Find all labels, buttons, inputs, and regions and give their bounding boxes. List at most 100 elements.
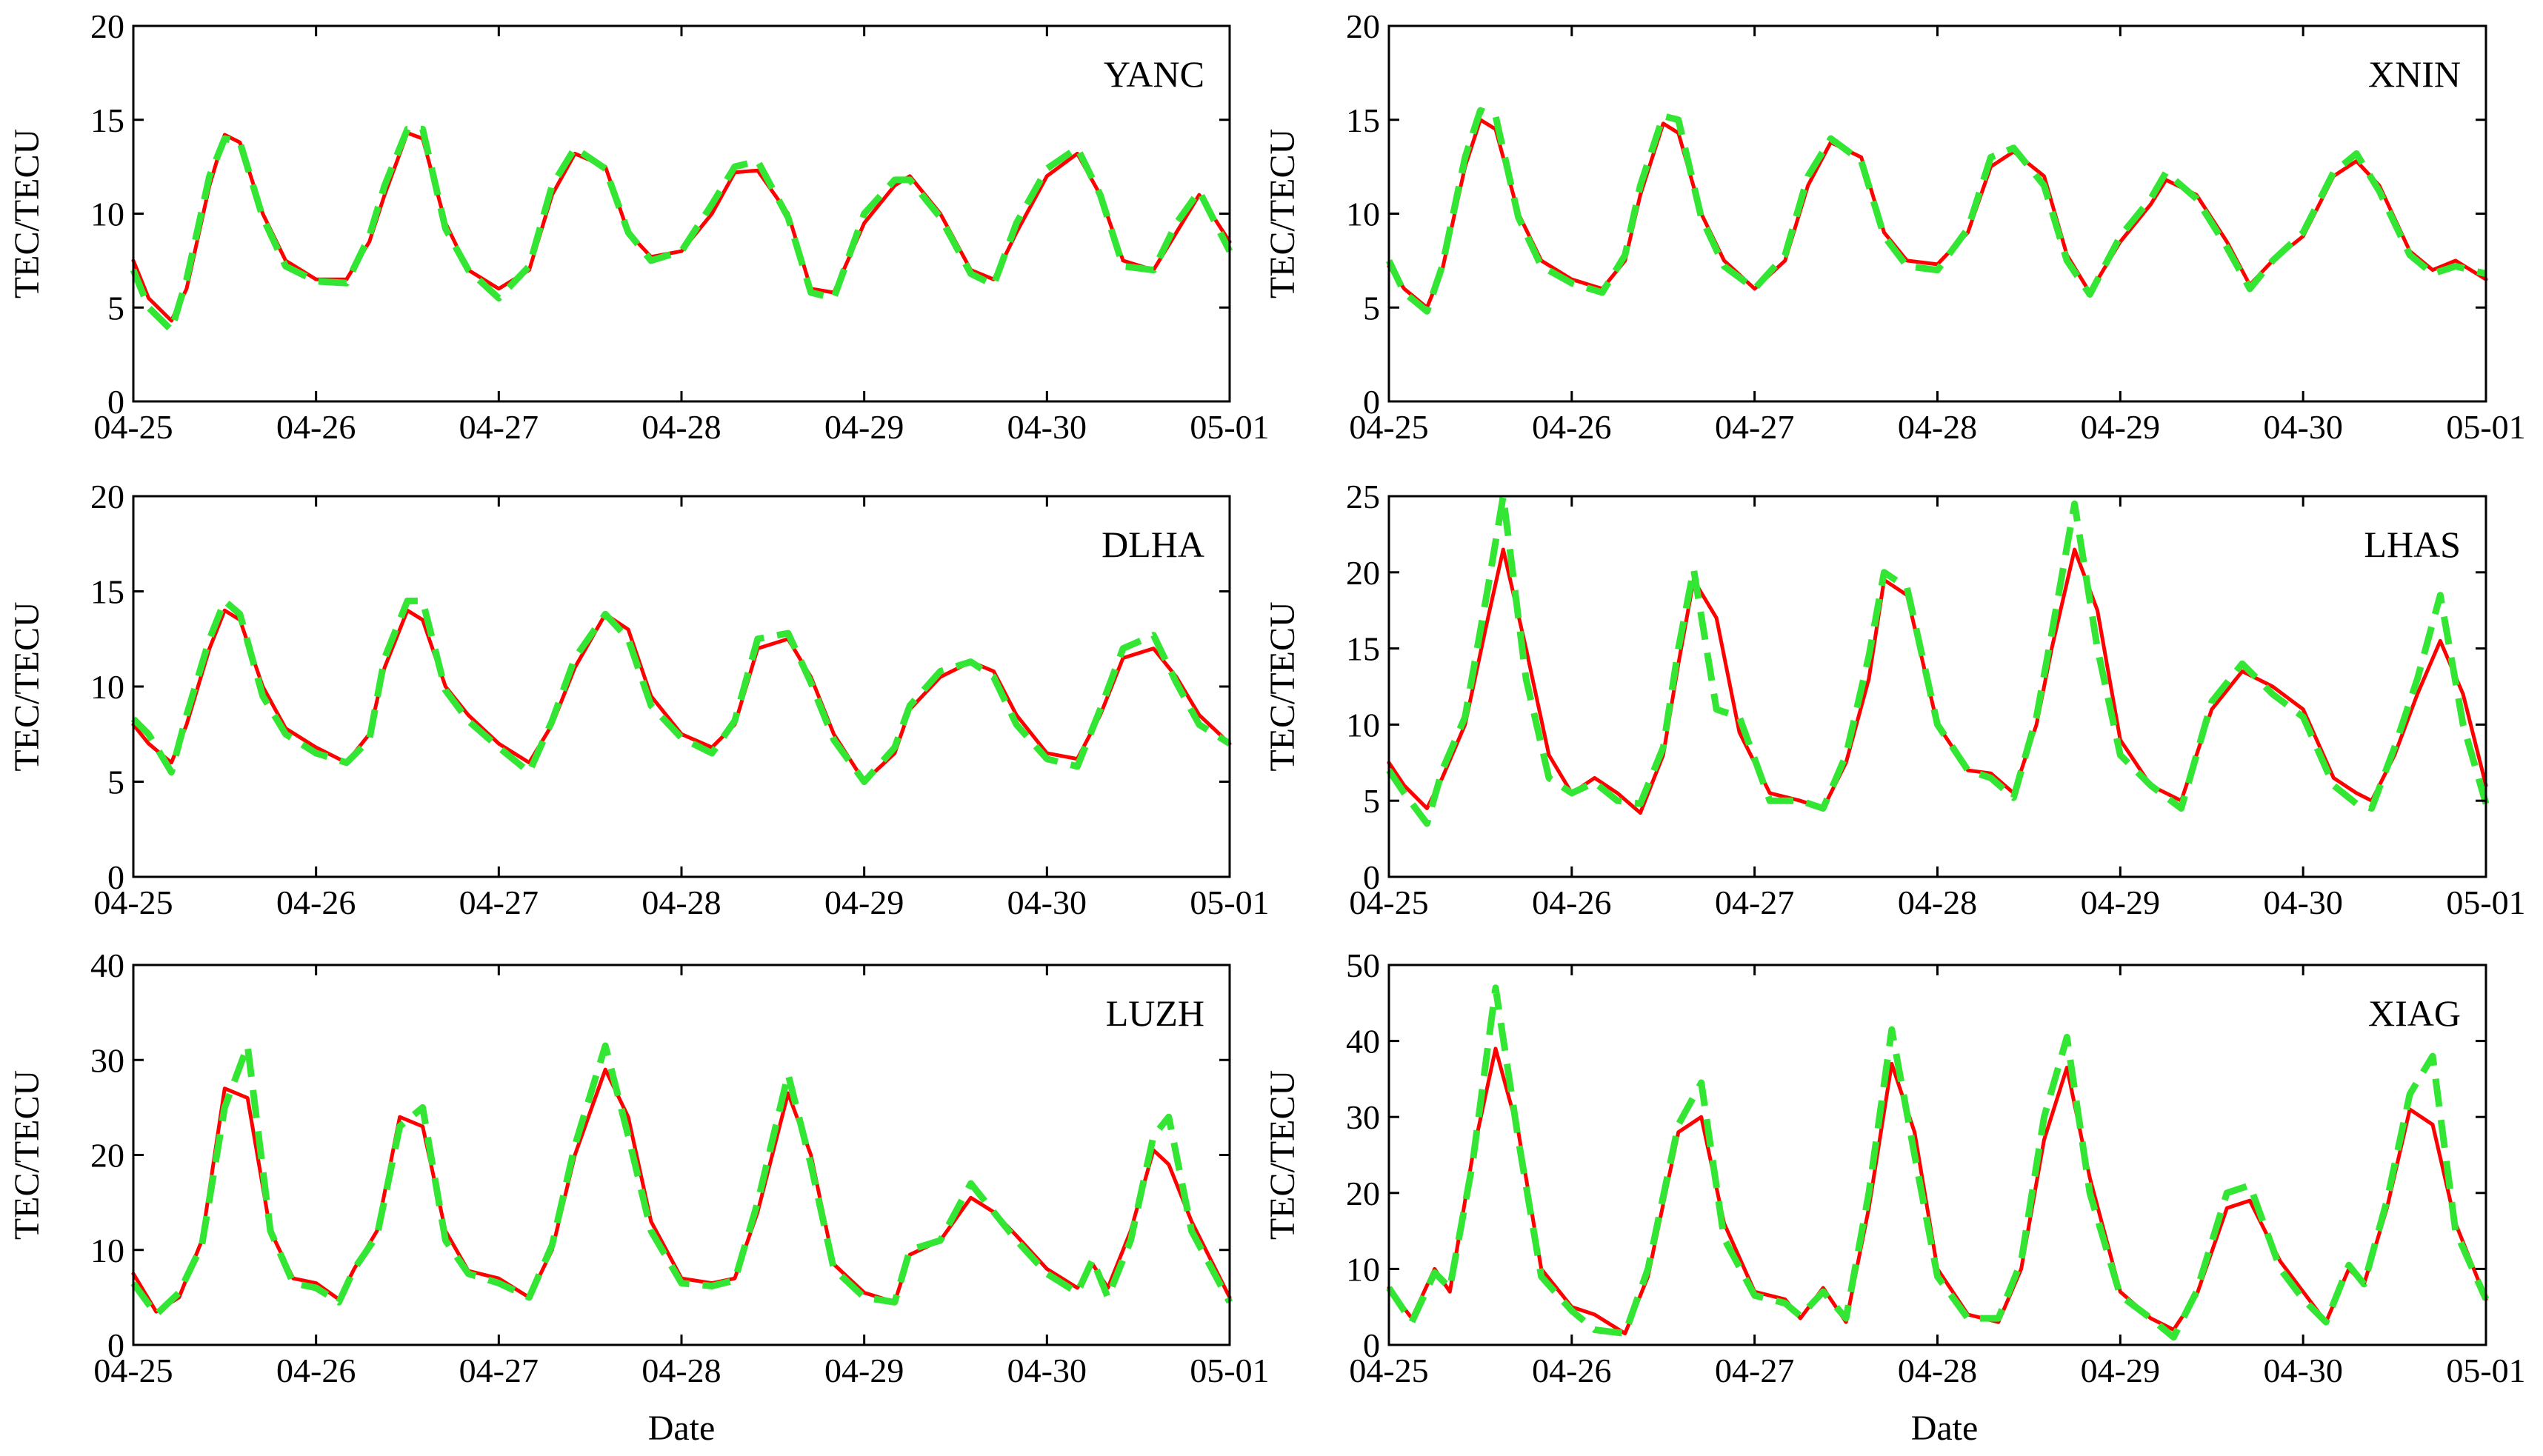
x-tick-label-yanc: 04-28 (641, 408, 721, 446)
x-tick-label-xnin: 04-25 (1349, 408, 1428, 446)
y-tick-label-dlha: 15 (90, 573, 124, 611)
y-tick-label-lhas: 15 (1346, 630, 1380, 668)
y-axis-title-luzh: TEC/TECU (7, 1070, 47, 1240)
y-tick-label-lhas: 0 (1363, 858, 1380, 896)
plot-frame-dlha (132, 495, 1231, 878)
x-tick-label-yanc: 04-30 (1007, 408, 1087, 446)
x-tick-label-yanc: 04-29 (824, 408, 904, 446)
x-tick-label-dlha: 05-01 (1190, 884, 1269, 921)
station-label-xiag: XIAG (2368, 992, 2461, 1034)
panel-xiag: 0 10 20 30 40 50 04-25 04-26 04-27 04-28 04-29 04-3… (1263, 946, 2526, 1389)
x-tick-label-dlha: 04-29 (824, 884, 904, 921)
x-tick-label-xnin: 04-28 (1898, 408, 1977, 446)
panel-luzh: 0 10 20 30 40 04-25 04-26 04-27 04-28 04-29 04-30 0… (7, 946, 1270, 1389)
y-tick-label-yanc: 0 (107, 383, 124, 421)
station-label-luzh: LUZH (1106, 992, 1204, 1034)
plot-frame-lhas (1387, 495, 2487, 878)
x-tick-label-yanc: 04-25 (93, 408, 173, 446)
x-tick-label-dlha: 04-30 (1007, 884, 1087, 921)
x-axis-title-right: Date (1911, 1409, 1979, 1448)
y-axis-title-yanc: TEC/TECU (7, 129, 47, 298)
y-tick-label-yanc: 5 (107, 289, 124, 327)
plot-frame-yanc (132, 24, 1231, 403)
y-tick-label-dlha: 0 (107, 858, 124, 896)
x-tick-label-dlha: 04-28 (641, 884, 721, 921)
y-axis-title-xiag: TEC/TECU (1263, 1070, 1302, 1240)
station-label-dlha: DLHA (1101, 524, 1204, 565)
x-tick-label-luzh: 04-29 (824, 1352, 904, 1389)
y-tick-label-lhas: 25 (1346, 478, 1380, 515)
y-tick-label-xiag: 0 (1363, 1326, 1380, 1364)
y-tick-label-xnin: 5 (1363, 289, 1380, 327)
panel-yanc: 0 5 10 15 20 04-25 04-26 04-27 04-28 04-29 04-30 05… (7, 7, 1270, 446)
x-tick-label-xiag: 05-01 (2446, 1352, 2525, 1389)
x-tick-label-lhas: 04-25 (1349, 884, 1428, 921)
x-tick-label-yanc: 05-01 (1190, 408, 1269, 446)
x-tick-label-xiag: 04-29 (2081, 1352, 2160, 1389)
y-tick-label-dlha: 10 (90, 668, 124, 706)
x-axis-title-left: Date (648, 1409, 716, 1448)
x-tick-label-luzh: 04-26 (276, 1352, 356, 1389)
x-tick-label-xiag: 04-30 (2264, 1352, 2343, 1389)
y-tick-label-xiag: 10 (1346, 1250, 1380, 1288)
series-model-xiag (1386, 984, 2490, 1341)
panel-lhas: 0 5 10 15 20 25 04-25 04-26 04-27 04-28 04-29 04-30… (1263, 478, 2526, 921)
y-tick-label-yanc: 10 (90, 196, 124, 233)
x-tick-label-xiag: 04-27 (1715, 1352, 1794, 1389)
x-tick-label-xiag: 04-26 (1532, 1352, 1611, 1389)
y-tick-label-xiag: 30 (1346, 1098, 1380, 1136)
y-tick-label-xiag: 50 (1346, 946, 1380, 984)
y-axis-title-dlha: TEC/TECU (7, 601, 47, 771)
x-tick-label-luzh: 04-28 (641, 1352, 721, 1389)
x-tick-label-lhas: 04-29 (2081, 884, 2160, 921)
y-tick-label-luzh: 0 (107, 1326, 124, 1364)
x-tick-label-xnin: 04-30 (2264, 408, 2343, 446)
y-tick-label-xnin: 15 (1346, 101, 1380, 139)
x-tick-label-xiag: 04-25 (1349, 1352, 1428, 1389)
station-label-xnin: XNIN (2368, 53, 2461, 95)
x-tick-label-lhas: 04-28 (1898, 884, 1977, 921)
y-tick-label-xiag: 20 (1346, 1175, 1380, 1212)
x-tick-label-luzh: 04-25 (93, 1352, 173, 1389)
x-tick-label-yanc: 04-26 (276, 408, 356, 446)
x-tick-label-lhas: 04-26 (1532, 884, 1611, 921)
y-tick-label-lhas: 20 (1346, 554, 1380, 592)
panel-xnin: 0 5 10 15 20 04-25 04-26 04-27 04-28 04-29 04-30 05… (1263, 7, 2526, 446)
x-tick-label-xnin: 04-27 (1715, 408, 1794, 446)
y-tick-label-yanc: 15 (90, 101, 124, 139)
x-tick-label-lhas: 04-30 (2264, 884, 2343, 921)
y-tick-label-xiag: 40 (1346, 1023, 1380, 1061)
x-tick-label-luzh: 05-01 (1190, 1352, 1269, 1389)
y-tick-label-xnin: 20 (1346, 7, 1380, 45)
y-tick-label-luzh: 10 (90, 1232, 124, 1269)
station-label-yanc: YANC (1104, 53, 1204, 95)
y-tick-label-yanc: 20 (90, 7, 124, 45)
y-tick-label-xnin: 10 (1346, 196, 1380, 233)
x-tick-label-xnin: 04-29 (2081, 408, 2160, 446)
series-model-lhas (1386, 492, 2490, 827)
x-tick-label-xnin: 04-26 (1532, 408, 1611, 446)
series-model-yanc (130, 125, 1233, 334)
x-tick-label-luzh: 04-30 (1007, 1352, 1087, 1389)
y-tick-label-lhas: 5 (1363, 782, 1380, 820)
x-tick-label-yanc: 04-27 (459, 408, 539, 446)
series-model-xnin (1385, 107, 2487, 315)
series-observed-lhas (1387, 547, 2488, 815)
x-tick-label-lhas: 04-27 (1715, 884, 1794, 921)
y-tick-label-luzh: 30 (90, 1041, 124, 1079)
x-tick-label-xiag: 04-28 (1898, 1352, 1977, 1389)
y-tick-label-dlha: 20 (90, 478, 124, 515)
x-tick-label-luzh: 04-27 (459, 1352, 539, 1389)
y-tick-label-dlha: 5 (107, 764, 124, 801)
y-tick-label-luzh: 20 (90, 1137, 124, 1175)
y-tick-label-luzh: 40 (90, 946, 124, 984)
series-observed-yanc (131, 131, 1232, 323)
y-tick-label-xnin: 0 (1363, 383, 1380, 421)
x-tick-label-xnin: 05-01 (2446, 408, 2525, 446)
series-observed-luzh (131, 1067, 1232, 1314)
series-model-dlha (130, 597, 1232, 785)
y-tick-label-lhas: 10 (1346, 706, 1380, 744)
x-tick-label-lhas: 05-01 (2446, 884, 2525, 921)
series-observed-xnin (1387, 118, 2488, 310)
